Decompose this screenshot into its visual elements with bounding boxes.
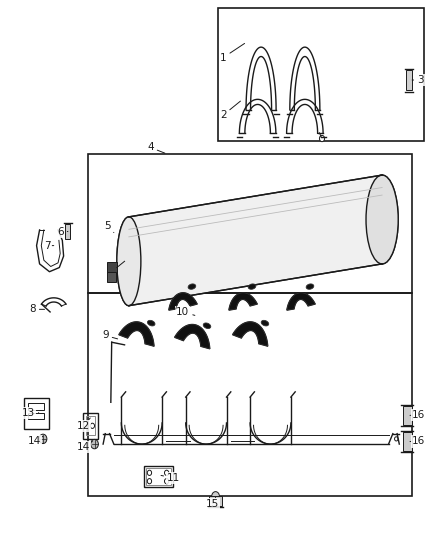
Text: 2: 2	[220, 101, 240, 120]
Text: 10: 10	[176, 307, 195, 317]
PathPatch shape	[129, 175, 382, 306]
Circle shape	[147, 470, 152, 475]
Text: 12: 12	[77, 418, 90, 431]
Ellipse shape	[366, 175, 398, 264]
Bar	[107, 272, 116, 282]
Polygon shape	[287, 293, 315, 310]
Polygon shape	[229, 293, 257, 310]
Ellipse shape	[148, 320, 155, 326]
Bar	[218, 8, 424, 141]
Bar	[28, 403, 44, 410]
Bar	[106, 262, 117, 273]
Ellipse shape	[203, 323, 211, 328]
Text: 1: 1	[220, 43, 244, 62]
Text: 3: 3	[412, 75, 424, 85]
Circle shape	[91, 439, 99, 449]
Circle shape	[212, 491, 219, 501]
Text: 5: 5	[104, 221, 114, 232]
Text: 13: 13	[21, 408, 39, 418]
Text: 14: 14	[28, 436, 43, 447]
Bar	[209, 496, 222, 506]
Bar	[86, 416, 95, 435]
Text: 14: 14	[77, 441, 92, 451]
Bar	[403, 432, 412, 451]
Text: 15: 15	[206, 497, 219, 508]
Ellipse shape	[261, 320, 269, 326]
Ellipse shape	[117, 217, 141, 306]
Bar	[88, 293, 412, 496]
Text: 7: 7	[44, 240, 54, 251]
Text: 4: 4	[147, 142, 165, 153]
Ellipse shape	[188, 284, 196, 289]
Ellipse shape	[117, 217, 141, 306]
Bar	[83, 413, 99, 439]
Bar	[403, 406, 412, 425]
Circle shape	[165, 470, 169, 475]
Bar	[24, 398, 49, 430]
Circle shape	[319, 135, 325, 142]
Ellipse shape	[248, 284, 256, 289]
Text: 16: 16	[410, 437, 425, 447]
Polygon shape	[175, 325, 210, 349]
Circle shape	[39, 434, 47, 443]
Bar	[406, 70, 412, 91]
Text: 9: 9	[102, 330, 117, 341]
Polygon shape	[233, 322, 268, 346]
Text: 8: 8	[29, 304, 45, 314]
Circle shape	[165, 479, 169, 484]
Text: 11: 11	[161, 473, 180, 483]
Bar	[65, 224, 71, 239]
Polygon shape	[119, 322, 154, 346]
Text: 16: 16	[410, 410, 425, 421]
Polygon shape	[169, 293, 197, 310]
Text: 6: 6	[57, 227, 68, 237]
Circle shape	[395, 437, 398, 441]
Bar	[88, 154, 412, 293]
Circle shape	[147, 479, 152, 484]
Ellipse shape	[306, 284, 314, 289]
Ellipse shape	[366, 175, 398, 264]
Bar	[144, 465, 173, 488]
Bar	[28, 413, 44, 419]
Circle shape	[90, 423, 95, 429]
Bar	[145, 467, 171, 486]
